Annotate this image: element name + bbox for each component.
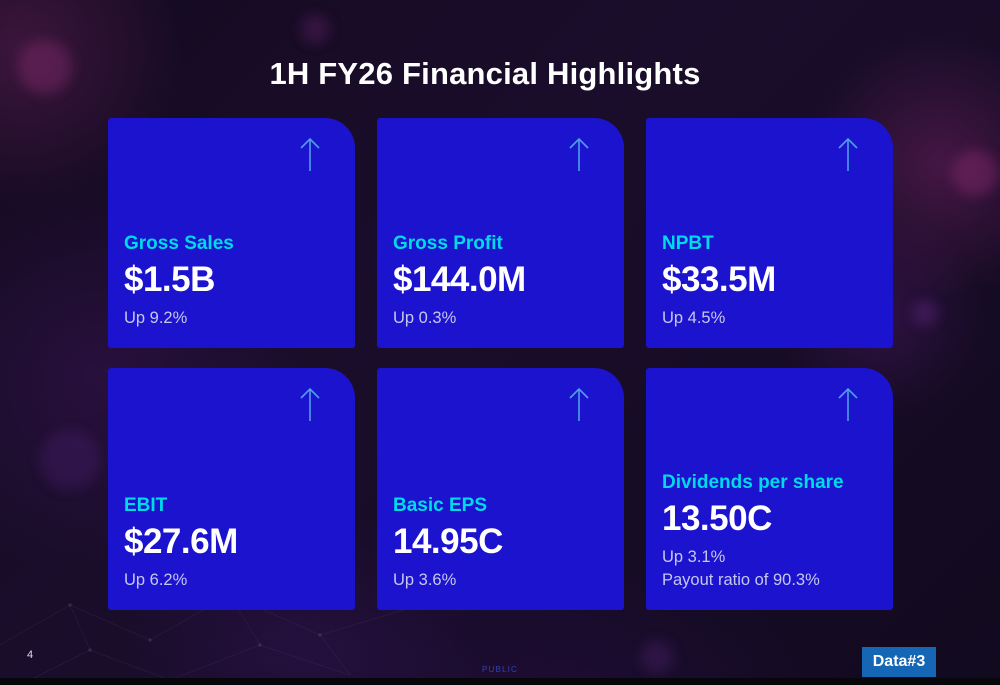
card-label: Dividends per share [662, 471, 844, 493]
card-label: Gross Sales [124, 232, 234, 254]
card-basic-eps: Basic EPS 14.95C Up 3.6% [377, 368, 624, 610]
card-label: Basic EPS [393, 494, 487, 516]
arrow-up-icon [297, 386, 323, 427]
card-change: Up 9.2% [124, 308, 188, 327]
bottom-strip [0, 678, 1000, 685]
classification-label: PUBLIC [481, 665, 519, 674]
card-change: Up 3.6% [393, 570, 457, 589]
card-change: Up 3.1% [662, 547, 726, 566]
card-gross-profit: Gross Profit $144.0M Up 0.3% [377, 118, 624, 348]
highlight-cards-grid: Gross Sales $1.5B Up 9.2% Gross Profit $… [108, 118, 893, 610]
card-change-secondary: Payout ratio of 90.3% [662, 570, 820, 589]
background-bokeh [912, 300, 938, 326]
card-value: $33.5M [662, 259, 776, 299]
card-value: $1.5B [124, 259, 215, 299]
page-title: 1H FY26 Financial Highlights [269, 56, 701, 91]
card-label: Gross Profit [393, 232, 503, 254]
card-label: EBIT [124, 494, 168, 516]
card-npbt: NPBT $33.5M Up 4.5% [646, 118, 893, 348]
card-value: 13.50C [662, 498, 772, 538]
card-value: 14.95C [393, 521, 503, 561]
card-value: $27.6M [124, 521, 238, 561]
arrow-up-icon [566, 386, 592, 427]
card-change: Up 0.3% [393, 308, 457, 327]
arrow-up-icon [566, 136, 592, 177]
card-label: NPBT [662, 232, 714, 254]
data3-logo: Data#3 [862, 647, 936, 677]
card-ebit: EBIT $27.6M Up 6.2% [108, 368, 355, 610]
card-change: Up 6.2% [124, 570, 188, 589]
card-value: $144.0M [393, 259, 526, 299]
arrow-up-icon [297, 136, 323, 177]
card-gross-sales: Gross Sales $1.5B Up 9.2% [108, 118, 355, 348]
background-bokeh [40, 430, 100, 490]
background-bokeh [952, 150, 998, 196]
background-bokeh [300, 14, 330, 44]
page-number: 4 [27, 649, 34, 661]
arrow-up-icon [835, 386, 861, 427]
card-change: Up 4.5% [662, 308, 726, 327]
card-dividends-per-share: Dividends per share 13.50C Up 3.1% Payou… [646, 368, 893, 610]
arrow-up-icon [835, 136, 861, 177]
